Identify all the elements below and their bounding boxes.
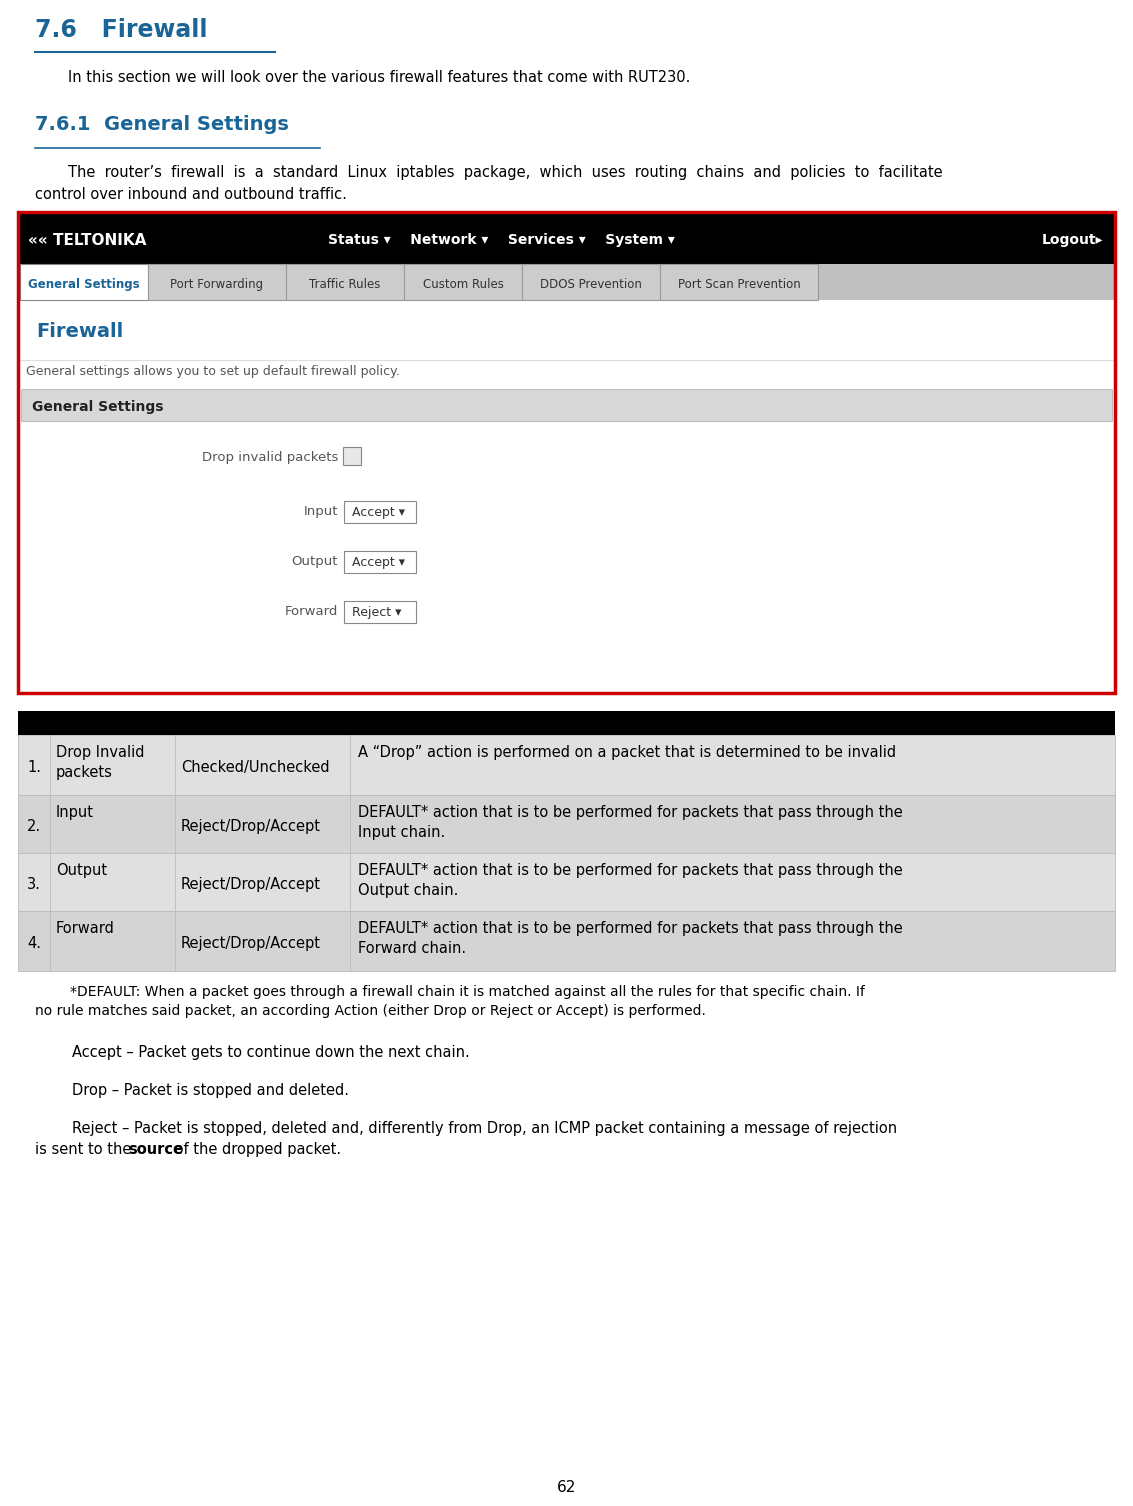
Text: is sent to the: is sent to the [35, 1142, 136, 1157]
Text: control over inbound and outbound traffic.: control over inbound and outbound traffi… [35, 187, 347, 202]
Bar [18, 795, 1115, 852]
Bar [18, 212, 1115, 693]
Text: 7.6.1  General Settings: 7.6.1 General Settings [35, 114, 289, 134]
Text: DEFAULT* action that is to be performed for packets that pass through the
Output: DEFAULT* action that is to be performed … [358, 863, 903, 898]
Text: Port Forwarding: Port Forwarding [170, 277, 264, 291]
Text: «« TELTONIKA: «« TELTONIKA [28, 232, 146, 247]
Bar [18, 212, 1115, 264]
Bar [18, 212, 1115, 693]
Text: General Settings: General Settings [28, 277, 139, 291]
Text: Accept – Packet gets to continue down the next chain.: Accept – Packet gets to continue down th… [35, 1045, 470, 1060]
Bar [18, 735, 1115, 795]
Bar [18, 711, 1115, 735]
Text: Drop Invalid
packets: Drop Invalid packets [56, 745, 145, 780]
Text: DEFAULT* action that is to be performed for packets that pass through the
Input : DEFAULT* action that is to be performed … [358, 806, 903, 840]
Text: Drop invalid packets: Drop invalid packets [202, 450, 338, 464]
Text: Traffic Rules: Traffic Rules [309, 277, 381, 291]
Text: General Settings: General Settings [32, 401, 163, 414]
Text: Reject/Drop/Accept: Reject/Drop/Accept [181, 818, 321, 833]
Text: The  router’s  firewall  is  a  standard  Linux  iptables  package,  which  uses: The router’s firewall is a standard Linu… [68, 166, 943, 181]
Text: DEFAULT* action that is to be performed for packets that pass through the
Forwar: DEFAULT* action that is to be performed … [358, 922, 903, 956]
Text: A “Drop” action is performed on a packet that is determined to be invalid: A “Drop” action is performed on a packet… [358, 745, 896, 761]
Text: Custom Rules: Custom Rules [423, 277, 503, 291]
Text: Forward: Forward [284, 604, 338, 617]
Text: 4.: 4. [27, 935, 41, 950]
Text: Output: Output [291, 554, 338, 568]
Text: source: source [128, 1142, 184, 1157]
Text: Accept ▾: Accept ▾ [352, 556, 404, 568]
Bar [148, 264, 286, 300]
Text: DDOS Prevention: DDOS Prevention [540, 277, 642, 291]
Bar [343, 447, 361, 465]
Text: Reject – Packet is stopped, deleted and, differently from Drop, an ICMP packet c: Reject – Packet is stopped, deleted and,… [35, 1120, 897, 1136]
Bar [522, 264, 661, 300]
Text: 62: 62 [556, 1480, 577, 1495]
Text: of the dropped packet.: of the dropped packet. [170, 1142, 341, 1157]
Bar [404, 264, 522, 300]
Text: Checked/Unchecked: Checked/Unchecked [181, 759, 330, 774]
Text: 2.: 2. [27, 818, 41, 833]
Bar [18, 264, 1115, 300]
Bar [20, 264, 148, 300]
Text: Reject/Drop/Accept: Reject/Drop/Accept [181, 876, 321, 892]
Text: Input: Input [304, 505, 338, 518]
Text: Output: Output [56, 863, 108, 878]
Text: Forward: Forward [56, 922, 114, 937]
Text: 7.6   Firewall: 7.6 Firewall [35, 18, 207, 42]
Text: In this section we will look over the various firewall features that come with R: In this section we will look over the va… [68, 69, 690, 84]
Bar [286, 264, 404, 300]
Text: Status ▾    Network ▾    Services ▾    System ▾: Status ▾ Network ▾ Services ▾ System ▾ [327, 233, 675, 247]
Bar [22, 389, 1111, 422]
Text: Input: Input [56, 806, 94, 819]
Text: Reject ▾: Reject ▾ [352, 605, 401, 619]
Text: *DEFAULT: When a packet goes through a firewall chain it is matched against all : *DEFAULT: When a packet goes through a f… [35, 985, 864, 998]
Text: Accept ▾: Accept ▾ [352, 506, 404, 518]
Text: Firewall: Firewall [36, 322, 123, 340]
Bar [18, 911, 1115, 971]
Bar [18, 852, 1115, 911]
Bar [344, 501, 416, 523]
Text: no rule matches said packet, an according Action (either Drop or Reject or Accep: no rule matches said packet, an accordin… [35, 1005, 706, 1018]
Text: 3.: 3. [27, 876, 41, 892]
Text: Drop – Packet is stopped and deleted.: Drop – Packet is stopped and deleted. [35, 1083, 349, 1098]
Bar [661, 264, 818, 300]
Bar [344, 601, 416, 623]
Text: Logout▸: Logout▸ [1041, 233, 1104, 247]
Text: 1.: 1. [27, 759, 41, 774]
Text: General settings allows you to set up default firewall policy.: General settings allows you to set up de… [26, 364, 400, 378]
Text: Reject/Drop/Accept: Reject/Drop/Accept [181, 935, 321, 950]
Text: Port Scan Prevention: Port Scan Prevention [678, 277, 800, 291]
Bar [18, 300, 1115, 693]
Bar [344, 551, 416, 572]
